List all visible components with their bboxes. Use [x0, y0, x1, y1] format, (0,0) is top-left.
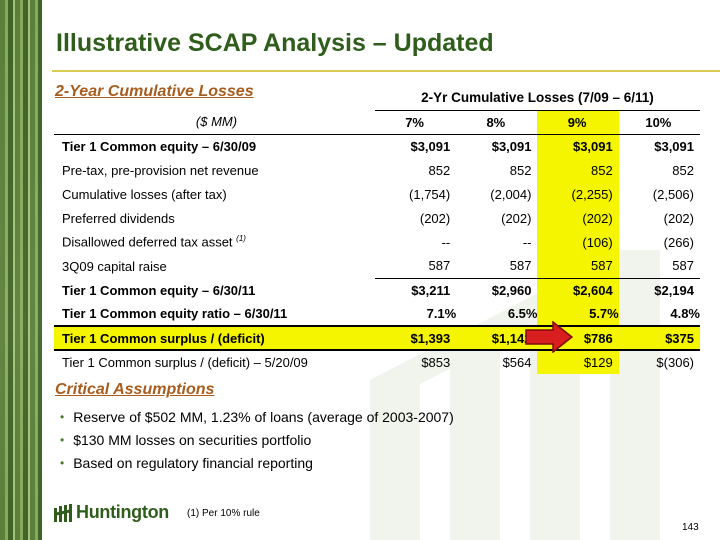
row-label: Tier 1 Common equity ratio – 6/30/11	[62, 306, 288, 321]
row-label-text: Disallowed deferred tax asset	[62, 234, 233, 250]
table-row: Tier 1 Common surplus / (deficit) – 5/20…	[54, 350, 700, 374]
cell: (202)	[419, 210, 451, 226]
table-row: Pre-tax, pre-provision net revenue 852 8…	[54, 158, 700, 182]
list-item-text: $130 MM losses on securities portfolio	[73, 431, 312, 448]
row-label: Tier 1 Common equity – 6/30/11	[62, 282, 256, 298]
cell: 852	[428, 162, 451, 178]
cell: (2,255)	[537, 182, 619, 206]
section-heading-assumptions: Critical Assumptions	[55, 381, 215, 398]
table-row: Cumulative losses (after tax) (1,754) (2…	[54, 182, 700, 206]
cell: 587	[374, 254, 457, 279]
row-label: Tier 1 Common equity – 6/30/09	[62, 138, 257, 154]
cell: 5.7%	[537, 302, 619, 326]
bullet-icon: •	[60, 432, 65, 447]
list-item-text: Reserve of $502 MM, 1.23% of loans (aver…	[73, 408, 454, 425]
list-item-text: Based on regulatory financial reporting	[73, 454, 313, 471]
table-row-surplus: Tier 1 Common surplus / (deficit) $1,393…	[54, 325, 700, 351]
table-row: Tier 1 Common equity – 6/30/11 $3,211 $2…	[54, 278, 700, 302]
cell: --	[441, 234, 451, 250]
cell: 852	[672, 162, 694, 178]
list-item: • $130 MM losses on securities portfolio	[60, 428, 454, 451]
title-divider	[52, 70, 720, 72]
cell: (106)	[537, 230, 619, 254]
cell: $3,091	[491, 138, 532, 154]
cell: $3,091	[654, 138, 694, 154]
highlight-arrow-icon	[525, 321, 573, 353]
cell: (1,754)	[409, 186, 451, 202]
cell: $3,091	[410, 138, 451, 154]
column-header-10: 10%	[618, 110, 700, 135]
scap-table: 2-Yr Cumulative Losses (7/09 – 6/11) ($ …	[54, 86, 700, 374]
row-label: Pre-tax, pre-provision net revenue	[62, 162, 259, 178]
row-label: Tier 1 Common surplus / (deficit)	[54, 325, 375, 351]
page-number: 143	[682, 522, 699, 533]
cell: $2,960	[491, 282, 532, 298]
cell: $1,393	[374, 325, 457, 351]
cell: $129	[537, 350, 619, 374]
bullet-icon: •	[60, 455, 65, 470]
row-label: 3Q09 capital raise	[62, 258, 167, 274]
unit-label: ($ MM)	[54, 110, 375, 135]
assumptions-list: • Reserve of $502 MM, 1.23% of loans (ave…	[60, 405, 454, 474]
logo-text: Huntington	[76, 502, 169, 522]
row-label: Preferred dividends	[62, 210, 175, 226]
column-header-9: 9%	[537, 110, 619, 135]
cell: 587	[537, 254, 619, 279]
cell: $1,142	[456, 325, 538, 351]
cell: $564	[502, 355, 532, 370]
group-header: 2-Yr Cumulative Losses (7/09 – 6/11)	[374, 86, 700, 111]
bullet-icon: •	[60, 409, 65, 424]
column-header-8: 8%	[456, 110, 538, 135]
cell: $3,211	[411, 282, 451, 298]
cell: $853	[421, 355, 451, 370]
cell: (202)	[537, 206, 619, 230]
cell: $375	[618, 325, 700, 351]
footnote-ref: (1)	[236, 234, 246, 244]
list-item: • Reserve of $502 MM, 1.23% of loans (ave…	[60, 405, 454, 428]
table-row: Tier 1 Common equity ratio – 6/30/11 7.1…	[54, 302, 700, 326]
row-label: Disallowed deferred tax asset (1)	[54, 230, 375, 254]
cell: (2,506)	[652, 186, 694, 202]
cell: $2,194	[654, 282, 694, 298]
cell: (266)	[663, 234, 694, 250]
cell: 587	[618, 254, 700, 279]
huntington-mark-icon	[54, 503, 72, 522]
row-label: Tier 1 Common surplus / (deficit) – 5/20…	[62, 355, 308, 370]
cell: 7.1%	[426, 306, 457, 321]
table-row: Tier 1 Common equity – 6/30/09 $3,091 $3…	[54, 134, 700, 158]
cell: (202)	[663, 210, 694, 226]
section-heading-losses: 2-Year Cumulative Losses	[55, 83, 254, 100]
cell: 587	[456, 254, 538, 279]
cell: (202)	[501, 210, 532, 226]
cell: 852	[537, 158, 619, 182]
footnote: (1) Per 10% rule	[187, 508, 260, 519]
huntington-logo: Huntington	[54, 502, 169, 523]
cell: 6.5%	[507, 306, 538, 321]
cell: $2,604	[537, 278, 619, 302]
row-label: Cumulative losses (after tax)	[62, 186, 227, 202]
cell: 4.8%	[670, 306, 700, 321]
cell: --	[522, 234, 532, 250]
page-title: Illustrative SCAP Analysis – Updated	[56, 29, 494, 57]
table-row: Disallowed deferred tax asset (1) -- -- …	[54, 230, 700, 254]
side-stripe-decoration	[0, 0, 42, 540]
table-column-header-row: ($ MM) 7% 8% 9% 10%	[54, 110, 700, 135]
column-header-7: 7%	[374, 110, 457, 135]
table-row: 3Q09 capital raise 587 587 587 587	[54, 254, 700, 279]
cell: $(306)	[656, 355, 694, 370]
table-row: Preferred dividends (202) (202) (202) (2…	[54, 206, 700, 230]
cell: (2,004)	[490, 186, 532, 202]
table-group-header-row: 2-Yr Cumulative Losses (7/09 – 6/11)	[54, 86, 700, 111]
cell: $3,091	[537, 134, 619, 158]
cell: 852	[509, 162, 532, 178]
list-item: • Based on regulatory financial reporting	[60, 451, 454, 474]
